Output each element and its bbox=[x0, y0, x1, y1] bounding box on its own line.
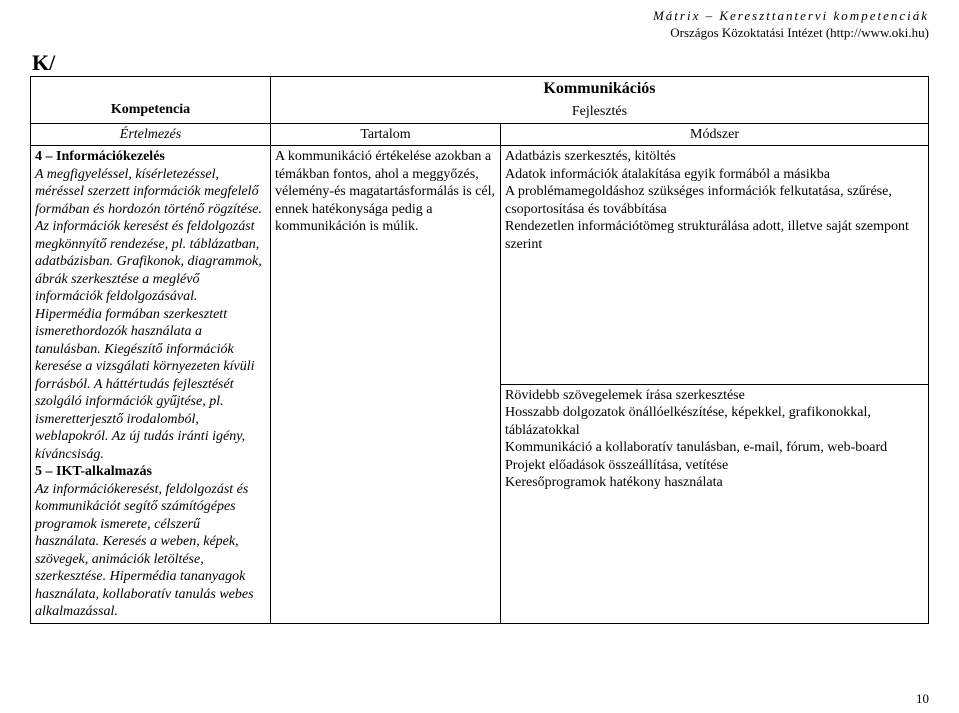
table-row: 4 – Információkezelés A megfigyeléssel, … bbox=[31, 146, 929, 385]
cell-kompetencia: 4 – Információkezelés A megfigyeléssel, … bbox=[31, 146, 271, 624]
header-fejlesztes: Fejlesztés bbox=[271, 101, 929, 123]
page-number: 10 bbox=[916, 691, 929, 707]
cell-modszer-1: Adatbázis szerkesztés, kitöltés Adatok i… bbox=[501, 146, 929, 385]
matrix-table: Kompetencia Kommunikációs Fejlesztés Ért… bbox=[30, 76, 929, 624]
section-label: K/ bbox=[32, 50, 929, 76]
header-modszer: Módszer bbox=[501, 123, 929, 146]
header-title: Mátrix – Kereszttantervi kompetenciák bbox=[653, 8, 929, 25]
table-row: Kompetencia Kommunikációs bbox=[31, 77, 929, 102]
header-kompetencia: Kompetencia bbox=[31, 77, 271, 124]
header-block: Mátrix – Kereszttantervi kompetenciák Or… bbox=[653, 8, 929, 42]
header-kommunikacios: Kommunikációs bbox=[271, 77, 929, 102]
header-ertelmezes: Értelmezés bbox=[31, 123, 271, 146]
cell-tartalom: A kommunikáció értékelése azokban a témá… bbox=[271, 146, 501, 624]
row1-bold: 4 – Információkezelés bbox=[35, 149, 165, 164]
cell-modszer-2: Rövidebb szövegelemek írása szerkesztése… bbox=[501, 384, 929, 623]
row1-italic: A megfigyeléssel, kísérletezéssel, mérés… bbox=[35, 167, 262, 462]
table-row: Értelmezés Tartalom Módszer bbox=[31, 123, 929, 146]
header-subtitle: Országos Közoktatási Intézet (http://www… bbox=[653, 25, 929, 42]
header-tartalom: Tartalom bbox=[271, 123, 501, 146]
row2-italic: Az információkeresést, feldolgozást és k… bbox=[35, 482, 254, 620]
row2-bold: 5 – IKT-alkalmazás bbox=[35, 464, 152, 479]
